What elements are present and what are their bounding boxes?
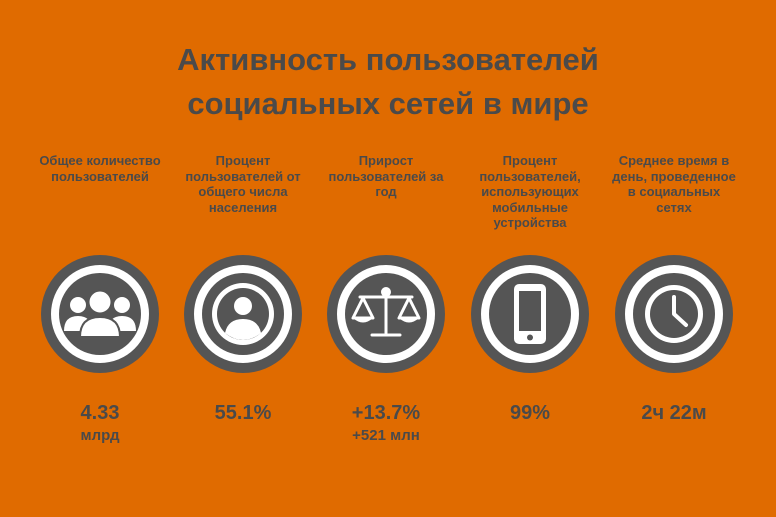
stat-label: Процент пользователей, использующих моби… [479,153,581,230]
smartphone-icon [471,255,589,373]
stat-icon-circle [615,255,733,373]
stat-value: 4.33 [80,402,120,424]
stat-mobile-users: Процент пользователей, использующих моби… [465,153,595,424]
stat-value: 99% [509,402,551,424]
users-icon [41,255,159,373]
stat-icon-circle [41,255,159,373]
stat-value: 2ч 22м [641,402,707,424]
stat-icon-circle [327,255,445,373]
stat-label: Прирост пользователей за год [328,153,444,199]
stat-population-percent: Процент пользователей от общего числа на… [178,153,308,424]
stat-sub-value: +521 млн [352,427,420,444]
stat-value: +13.7% [351,402,421,424]
scales-icon [327,255,445,373]
page-title: Активность пользователей социальных сете… [0,38,776,126]
title-line-2: социальных сетей в мире [187,86,589,121]
stat-label: Среднее время в день, проведенное в соци… [612,153,736,215]
stat-icon-circle [471,255,589,373]
stat-sub-value: млрд [80,427,120,444]
title-line-1: Активность пользователей [177,42,599,77]
stat-yearly-growth: Прирост пользователей за год +13.7% +521… [321,153,451,444]
stat-value: 55.1% [214,402,272,424]
stat-total-users: Общее количество пользователей 4.33 млрд [35,153,165,444]
stat-label: Общее количество пользователей [39,153,161,184]
stat-label: Процент пользователей от общего числа на… [185,153,301,215]
clock-icon [615,255,733,373]
stat-daily-time: Среднее время в день, проведенное в соци… [609,153,739,424]
stat-icon-circle [184,255,302,373]
user-icon [184,255,302,373]
